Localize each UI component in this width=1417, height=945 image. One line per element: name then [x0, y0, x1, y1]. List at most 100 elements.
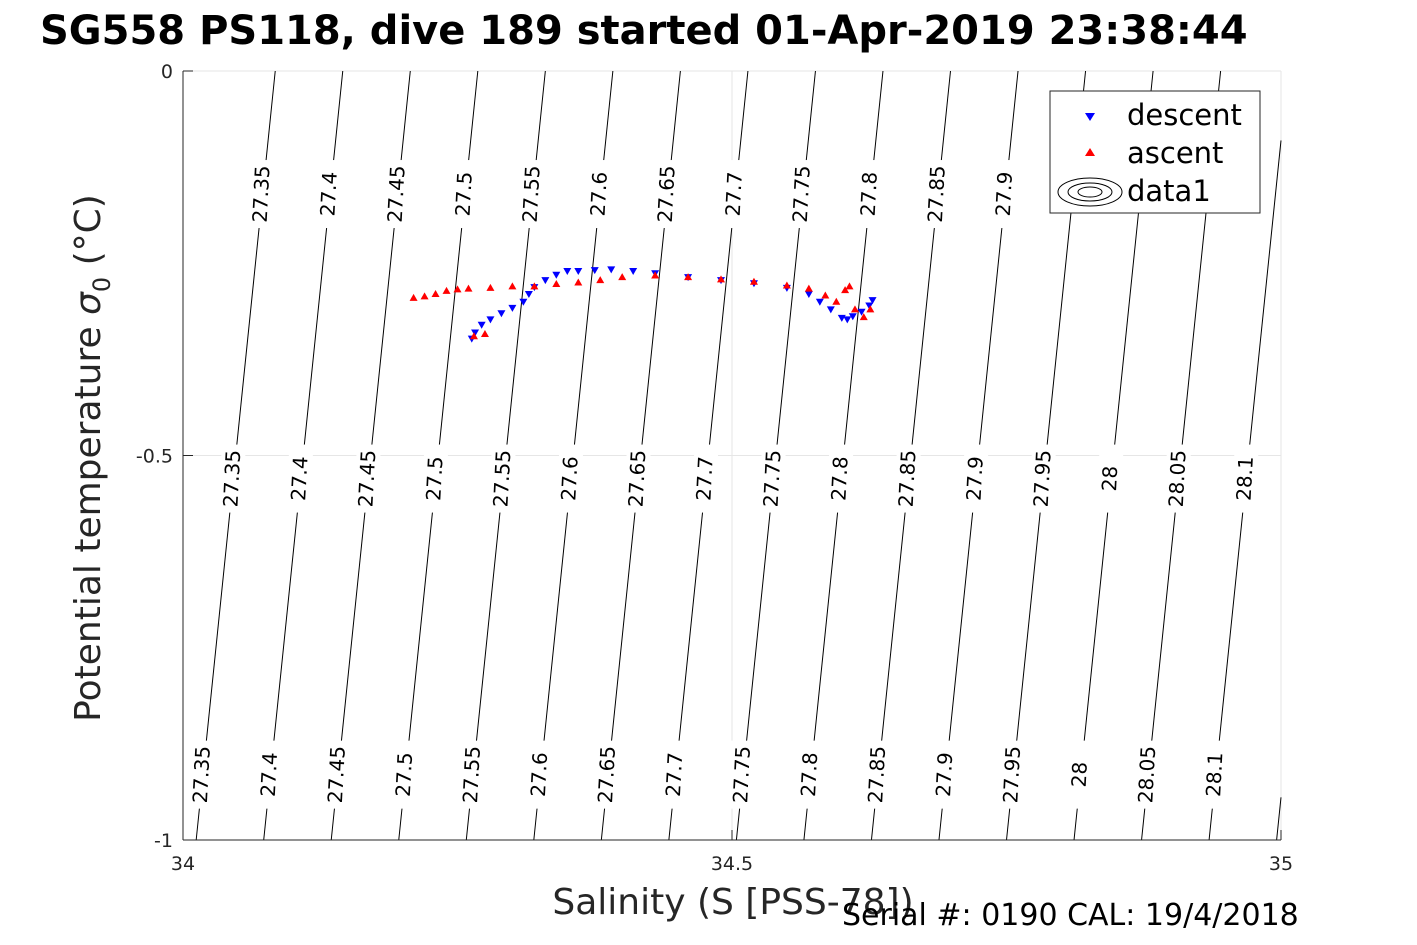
y-tick-label: -0.5: [136, 446, 173, 468]
contour-label-bg: [491, 444, 516, 513]
contour-label-bg: [829, 444, 854, 513]
descent-point: [857, 308, 866, 316]
ascent-point: [618, 273, 627, 281]
contour-label-bg: [1166, 444, 1191, 513]
contour-label: 27.4: [286, 456, 312, 502]
descent-point: [607, 266, 616, 274]
contour-label: 27.6: [556, 456, 582, 502]
contour-label-bg: [694, 444, 719, 513]
contour-label-bg: [1203, 740, 1228, 809]
ascent-point: [866, 305, 875, 313]
contour-label: 27.55: [458, 745, 485, 803]
contour-label-bg: [723, 160, 748, 229]
contour-label-bg: [588, 160, 613, 229]
contour-label: 27.85: [894, 449, 921, 507]
serial-cal-note: Serial #: 0190 CAL: 19/4/2018: [842, 898, 1299, 933]
ascent-point: [508, 282, 517, 290]
contour-label: 27.95: [998, 745, 1025, 803]
contour-label-bg: [385, 160, 410, 229]
contour-label-bg: [325, 740, 350, 809]
contour-label: 27.45: [353, 449, 380, 507]
contour-label: 27.85: [863, 745, 890, 803]
contour-label: 27.85: [923, 165, 950, 223]
contour-label: 27.95: [1029, 449, 1056, 507]
contour-label-bg: [356, 444, 381, 513]
contour-label: 27.65: [593, 745, 620, 803]
contour-label-bg: [655, 160, 680, 229]
contour-label: 27.6: [586, 171, 612, 217]
ascent-point: [651, 271, 660, 279]
descent-point: [629, 267, 638, 275]
contour-label: 27.9: [961, 456, 987, 502]
contour-label: 27.8: [856, 171, 882, 217]
descent-point: [574, 267, 583, 275]
contour-label: 27.7: [691, 456, 717, 502]
ascent-point: [596, 276, 605, 284]
contour-label-bg: [925, 160, 950, 229]
contour-label: 27.5: [421, 456, 447, 502]
descent-point: [865, 302, 874, 310]
descent-point: [563, 267, 572, 275]
descent-point: [843, 316, 852, 324]
contour-label-bg: [866, 740, 891, 809]
ascent-point: [469, 332, 478, 340]
ascent-point: [684, 273, 693, 281]
ascent-point: [821, 291, 830, 299]
contour-label-bg: [558, 444, 583, 513]
contour-label: 27.75: [788, 165, 815, 223]
ascent-point: [832, 297, 841, 305]
contour-label-bg: [761, 444, 786, 513]
contour-label-bg: [190, 740, 215, 809]
contour-label-bg: [1234, 444, 1259, 513]
ascent-point: [717, 275, 726, 283]
contour-label: 27.65: [624, 449, 651, 507]
descent-point: [508, 304, 517, 312]
contour-label-bg: [393, 740, 418, 809]
contour-label-bg: [663, 740, 688, 809]
ascent-point: [431, 290, 440, 298]
contour-label-bg: [993, 160, 1018, 229]
contour-label: 27.75: [728, 745, 755, 803]
contour-label-bg: [258, 740, 283, 809]
ascent-point: [782, 281, 791, 289]
contour-label: 27.35: [188, 745, 215, 803]
data-series: [409, 266, 877, 343]
contour-label-bg: [626, 444, 651, 513]
ascent-point: [841, 286, 850, 294]
contour-label-bg: [453, 160, 478, 229]
x-tick-label: 34: [171, 853, 195, 875]
descent-point: [804, 291, 813, 299]
legend-data1-label: data1: [1127, 174, 1211, 208]
legend-box: [1049, 90, 1261, 214]
contour-label: 28.05: [1133, 745, 1160, 803]
contour-label: 27.7: [661, 752, 687, 798]
contour-label-bg: [731, 740, 756, 809]
descent-point: [524, 291, 533, 299]
contour-label: 27.4: [256, 752, 282, 798]
descent-point: [590, 267, 599, 275]
contour-label: 27.55: [518, 165, 545, 223]
contour-label-bg: [964, 444, 989, 513]
y-axis-label: Potential temperature σ0 (°C): [68, 194, 116, 722]
contour-label: 27.35: [248, 165, 275, 223]
ascent-point: [845, 282, 854, 290]
plot-title: SG558 PS118, dive 189 started 01-Apr-201…: [40, 8, 1248, 54]
isopycnal-line: [1276, 797, 1282, 841]
contour-label-bg: [318, 160, 343, 229]
ascent-point: [859, 313, 868, 321]
y-axis-label-sigma: σ: [68, 291, 109, 315]
sigma-contours: 27.35 27.4 27.45 27.5 27.55 27.6 27.65 27.7 27.7…: [188, 70, 1282, 841]
descent-point: [519, 298, 528, 306]
ascent-point: [574, 278, 583, 286]
contour-label: 27.45: [383, 165, 410, 223]
descent-point: [826, 306, 835, 314]
contour-label-bg: [1001, 740, 1026, 809]
contour-label-bg: [596, 740, 621, 809]
contour-label-bg: [858, 160, 883, 229]
y-axis-label-main: Potential temperature: [68, 315, 109, 722]
axes: 34 34.5 35 0 -0.5 -1: [136, 61, 1293, 875]
contour-label-bg: [1068, 740, 1093, 809]
contour-label-bg: [933, 740, 958, 809]
contour-label: 27.5: [451, 171, 477, 217]
contour-label-bg: [896, 444, 921, 513]
